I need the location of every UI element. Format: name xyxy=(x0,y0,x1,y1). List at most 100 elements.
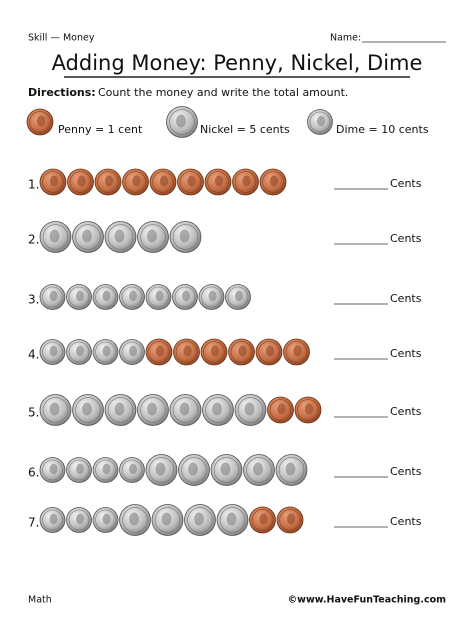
coin-profile xyxy=(182,290,190,302)
problem-number: 2. xyxy=(28,233,39,247)
footer-subject: Math xyxy=(28,595,52,606)
coin-face xyxy=(121,459,143,481)
dime xyxy=(92,507,119,533)
name-label: Name: xyxy=(330,33,361,44)
penny xyxy=(259,168,287,196)
coin-face xyxy=(201,286,222,308)
coin-face xyxy=(68,341,90,363)
penny xyxy=(255,338,283,366)
dime xyxy=(92,457,119,483)
penny xyxy=(26,108,54,136)
footer-credit: ©www.HaveFunTeaching.com xyxy=(288,595,446,606)
penny xyxy=(173,338,200,366)
dime xyxy=(198,284,225,310)
coin-profile xyxy=(49,345,58,357)
dime xyxy=(39,284,66,310)
coin-face xyxy=(207,171,229,193)
nickel xyxy=(202,394,234,426)
problem-number: 1. xyxy=(28,178,39,192)
legend-label: Dime = 10 cents xyxy=(336,123,429,136)
nickel xyxy=(104,221,137,253)
penny xyxy=(283,338,310,366)
coin-profile xyxy=(269,175,279,187)
coin-profile xyxy=(265,345,275,357)
coin-profile xyxy=(114,402,125,416)
dime xyxy=(172,284,198,310)
coin-profile xyxy=(286,513,296,525)
nickel xyxy=(137,221,169,253)
coin-profile xyxy=(82,229,92,243)
coin-profile xyxy=(129,512,139,526)
coin-face xyxy=(172,224,199,250)
coin-profile xyxy=(242,175,251,187)
coin-profile xyxy=(155,290,164,302)
penny xyxy=(249,506,276,534)
penny xyxy=(67,168,94,196)
coin-face xyxy=(42,171,64,193)
coin-face xyxy=(297,399,319,421)
coin-profile xyxy=(76,463,84,475)
coin-profile xyxy=(183,345,192,357)
answer-label: Cents xyxy=(390,347,422,360)
dime xyxy=(92,339,119,365)
coin-face xyxy=(262,171,284,193)
nickel xyxy=(39,221,72,253)
coin-face xyxy=(95,286,116,308)
coin-face xyxy=(75,397,101,423)
nickel xyxy=(169,221,202,253)
dime xyxy=(66,457,92,483)
coin-face xyxy=(68,509,90,531)
coin-face xyxy=(42,286,63,308)
coin-profile xyxy=(49,290,58,302)
penny xyxy=(177,168,204,196)
dime xyxy=(119,457,145,483)
coin-profile xyxy=(114,229,125,243)
coin-face xyxy=(219,507,246,533)
coin-profile xyxy=(155,345,165,357)
title: Adding Money: Penny, Nickel, Dime xyxy=(52,51,423,75)
coin-face xyxy=(213,457,240,483)
dime xyxy=(225,284,251,310)
coin-face xyxy=(140,224,166,250)
coin-profile xyxy=(155,462,166,476)
nickel xyxy=(234,394,267,426)
coin-profile xyxy=(277,403,286,415)
coin-profile xyxy=(235,290,243,302)
coin-face xyxy=(179,171,202,193)
coin-face xyxy=(42,341,63,363)
coin-face xyxy=(122,507,148,533)
coin-face xyxy=(97,171,119,193)
coin-face xyxy=(181,457,207,483)
coin-face xyxy=(42,397,69,423)
coin-face xyxy=(107,224,134,250)
coin-face xyxy=(68,286,90,308)
coin-profile xyxy=(36,115,46,127)
coin-face xyxy=(187,507,213,533)
problem-number: 6. xyxy=(28,466,39,480)
nickel xyxy=(119,504,151,536)
dime xyxy=(66,507,92,533)
dime xyxy=(39,507,66,533)
nickel xyxy=(137,394,169,426)
penny xyxy=(204,168,232,196)
problem-number: 5. xyxy=(28,406,39,420)
dime xyxy=(119,339,145,365)
coin-face xyxy=(251,509,274,531)
dime xyxy=(307,109,333,135)
coin-profile xyxy=(49,175,59,187)
coin-profile xyxy=(214,175,224,187)
coin-profile xyxy=(188,462,198,476)
coin-profile xyxy=(285,462,296,476)
coin-profile xyxy=(102,290,111,302)
answer-label: Cents xyxy=(390,292,422,305)
nickel xyxy=(39,394,72,426)
coin-face xyxy=(69,171,92,193)
penny xyxy=(276,506,304,534)
coin-face xyxy=(234,171,257,193)
coin-profile xyxy=(102,345,111,357)
coins xyxy=(26,106,333,536)
answer-label: Cents xyxy=(390,515,422,528)
dime xyxy=(145,284,172,310)
answer-label: Cents xyxy=(390,405,422,418)
